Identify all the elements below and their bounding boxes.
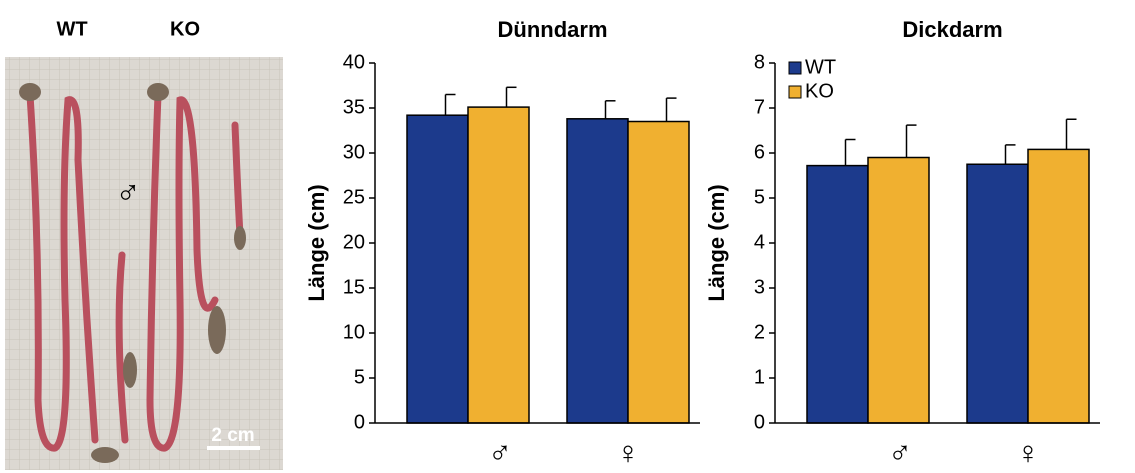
bar bbox=[406, 114, 469, 424]
y-tick-label: 30 bbox=[343, 141, 365, 163]
y-tick-label: 7 bbox=[754, 96, 765, 118]
y-tick-label: 2 bbox=[754, 321, 765, 343]
y-tick-label: 40 bbox=[343, 51, 365, 73]
y-tick-label: 8 bbox=[754, 51, 765, 73]
bar bbox=[627, 120, 690, 424]
y-tick-label: 6 bbox=[754, 141, 765, 163]
y-tick-label: 0 bbox=[754, 411, 765, 433]
y-tick-label: 5 bbox=[354, 366, 365, 388]
y-tick-label: 10 bbox=[343, 321, 365, 343]
bar bbox=[966, 163, 1029, 424]
bar bbox=[806, 164, 869, 424]
x-tick-label: ♀ bbox=[1016, 434, 1040, 470]
y-axis-label: Länge (cm) bbox=[704, 184, 729, 301]
photo-label: KO bbox=[170, 18, 200, 40]
y-axis-label: Länge (cm) bbox=[304, 184, 329, 301]
legend-swatch bbox=[788, 61, 802, 75]
y-tick-label: 20 bbox=[343, 231, 365, 253]
chart-title: Dickdarm bbox=[902, 17, 1002, 42]
scale-bar-label: 2 cm bbox=[211, 425, 254, 446]
y-tick-label: 5 bbox=[754, 186, 765, 208]
y-tick-label: 25 bbox=[343, 186, 365, 208]
y-tick-label: 1 bbox=[754, 366, 765, 388]
legend-label: WT bbox=[805, 56, 836, 78]
tissue bbox=[19, 83, 246, 463]
x-tick-label: ♂ bbox=[888, 434, 912, 470]
bar bbox=[867, 156, 930, 424]
bar bbox=[1027, 148, 1090, 424]
y-tick-label: 35 bbox=[343, 96, 365, 118]
x-tick-label: ♀ bbox=[616, 434, 640, 470]
chart-title: Dünndarm bbox=[498, 17, 608, 42]
x-tick-label: ♂ bbox=[488, 434, 512, 470]
y-tick-label: 15 bbox=[343, 276, 365, 298]
photo: WT KO ♂ 2 cm bbox=[5, 18, 283, 470]
bar bbox=[566, 118, 629, 424]
y-tick-label: 4 bbox=[754, 231, 765, 253]
photo-symbol: ♂ bbox=[115, 174, 141, 212]
legend-label: KO bbox=[805, 80, 834, 102]
y-tick-label: 0 bbox=[354, 411, 365, 433]
grid-paper bbox=[5, 57, 283, 470]
bar bbox=[467, 106, 530, 424]
legend-swatch bbox=[788, 85, 802, 99]
y-tick-label: 3 bbox=[754, 276, 765, 298]
photo-label: WT bbox=[56, 18, 87, 40]
